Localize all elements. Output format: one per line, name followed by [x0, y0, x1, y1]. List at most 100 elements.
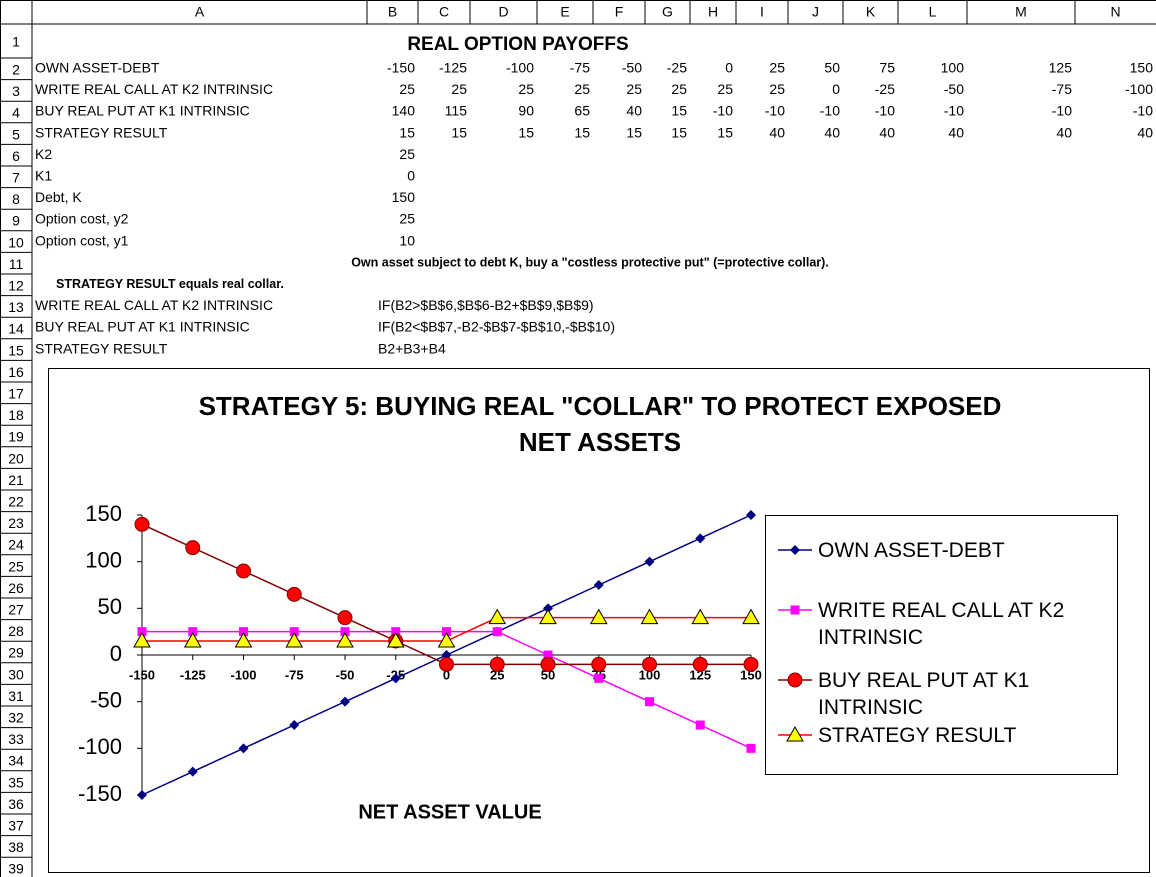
column-header: N	[1110, 4, 1120, 20]
marker	[236, 563, 251, 579]
legend-label: BUY REAL PUT AT K1 INTRINSIC	[818, 668, 1030, 719]
legend-label: WRITE REAL CALL AT K2 INTRINSIC	[818, 598, 1065, 649]
marker	[340, 627, 350, 637]
marker	[187, 766, 198, 777]
x-tick-label: 150	[740, 667, 762, 682]
legend-marker	[790, 605, 800, 615]
marker	[695, 720, 705, 730]
cell-value: 15	[399, 124, 415, 140]
cell-value: -10	[944, 103, 964, 119]
cell-value: 65	[574, 103, 590, 119]
cell-value: 15	[451, 124, 467, 140]
param-value: 10	[399, 232, 415, 248]
cell-value: 15	[717, 124, 733, 140]
row-header: 30	[8, 666, 24, 682]
marker	[137, 627, 147, 637]
row-header: 11	[9, 256, 24, 272]
cell-value: 100	[941, 60, 965, 76]
row-header: 15	[8, 342, 24, 358]
row-header: 36	[8, 796, 24, 812]
legend-marker	[790, 545, 800, 555]
cell-value: 15	[518, 124, 534, 140]
param-label: K2	[35, 146, 52, 162]
marker	[594, 673, 604, 683]
cell-value: 115	[445, 103, 468, 119]
marker	[692, 656, 708, 672]
cell-value: 40	[879, 124, 895, 140]
marker	[337, 610, 353, 626]
column-header: K	[866, 4, 876, 20]
chart-title: STRATEGY 5: BUYING REAL "COLLAR" TO PROT…	[198, 391, 1002, 457]
row-header: 7	[12, 170, 20, 186]
marker	[285, 631, 304, 648]
formula-label: STRATEGY RESULT	[35, 340, 168, 356]
marker	[746, 743, 756, 753]
row-label: WRITE REAL CALL AT K2 INTRINSIC	[35, 81, 273, 97]
column-header: E	[560, 4, 569, 20]
cell-value: 40	[1137, 124, 1153, 140]
marker	[137, 790, 147, 800]
formula: IF(B2<$B$7,-B2-$B$7-$B$10,-$B$10)	[378, 319, 615, 335]
row-header: 18	[8, 407, 24, 423]
marker	[543, 650, 553, 660]
column-header: I	[760, 4, 764, 20]
marker	[183, 631, 202, 648]
marker	[589, 608, 608, 625]
cell-value: 15	[671, 103, 687, 119]
cell-value: 25	[769, 81, 785, 97]
row-header: 10	[8, 234, 24, 250]
cell-value: -125	[439, 60, 467, 76]
cell-value: -10	[820, 103, 840, 119]
param-value: 150	[392, 189, 416, 205]
cell-value: -50	[622, 60, 642, 76]
x-tick-label: 0	[443, 667, 450, 682]
marker	[743, 656, 759, 672]
row-label: STRATEGY RESULT	[35, 124, 168, 140]
marker	[336, 631, 354, 648]
row-header: 1	[12, 34, 20, 50]
y-tick-label: -50	[90, 687, 122, 712]
cell-value: -10	[765, 103, 785, 119]
cell-value: 15	[574, 124, 590, 140]
marker	[340, 696, 350, 707]
cell-value: -25	[667, 60, 687, 76]
x-tick-label: -150	[129, 667, 155, 682]
cell-value: -100	[506, 60, 534, 76]
row-header: 8	[12, 191, 20, 207]
x-tick-label: -100	[230, 667, 256, 682]
cell-value: 25	[451, 81, 467, 97]
y-tick-label: -100	[78, 734, 122, 759]
row-header: 31	[8, 688, 24, 704]
y-tick-label: 50	[98, 594, 122, 619]
marker	[185, 540, 201, 556]
marker	[691, 608, 710, 625]
cell-value: -50	[944, 81, 964, 97]
param-value: 0	[407, 168, 415, 184]
cell-value: 40	[948, 124, 964, 140]
row-header: 32	[8, 710, 24, 726]
y-tick-label: 100	[85, 547, 122, 572]
y-tick-label: -150	[78, 781, 122, 806]
cell-value: -25	[875, 81, 895, 97]
cell-value: 40	[626, 103, 642, 119]
x-tick-label: 50	[541, 667, 555, 682]
cell-value: 25	[574, 81, 590, 97]
cell-value: 50	[824, 60, 840, 76]
cell-value: -75	[1052, 81, 1072, 97]
marker	[234, 631, 253, 648]
column-header: A	[195, 4, 205, 20]
marker	[642, 656, 657, 672]
x-tick-label: 125	[689, 667, 711, 682]
cell-value: 25	[671, 81, 687, 97]
marker	[695, 533, 706, 544]
column-header: M	[1015, 4, 1027, 20]
column-header: D	[498, 4, 508, 20]
row-label: BUY REAL PUT AT K1 INTRINSIC	[35, 103, 250, 119]
column-header: B	[388, 4, 397, 20]
cell-value: 40	[1056, 124, 1072, 140]
row-header: 22	[8, 494, 24, 510]
marker	[492, 627, 502, 637]
row-header: 3	[12, 83, 20, 99]
cell-value: -10	[1133, 103, 1153, 119]
